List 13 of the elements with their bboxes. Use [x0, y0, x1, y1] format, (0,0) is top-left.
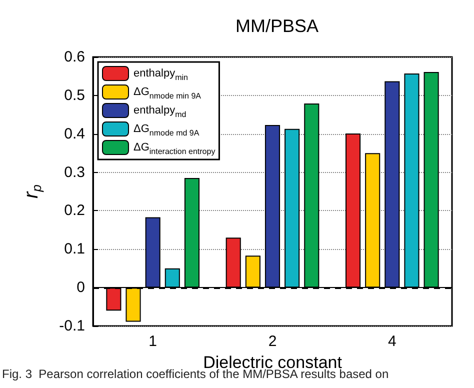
- y-axis-title: rp: [20, 184, 44, 198]
- y-tick-label: 0.2: [64, 202, 85, 220]
- y-tick-label: 0.5: [64, 86, 85, 104]
- y-tick-label: 0.4: [64, 125, 85, 142]
- x-tick-label: 1: [148, 333, 158, 350]
- y-tick-label: 0.1: [64, 240, 85, 258]
- y-tick-label: 0: [76, 279, 85, 296]
- y-tick-label: 0.6: [64, 48, 85, 66]
- chart-title: MM/PBSA: [235, 16, 319, 36]
- y-tick-label: 0.3: [64, 164, 85, 181]
- x-tick-label: 4: [388, 333, 396, 350]
- x-tick-label: 2: [268, 333, 277, 350]
- y-tick-label: -0.1: [59, 318, 85, 334]
